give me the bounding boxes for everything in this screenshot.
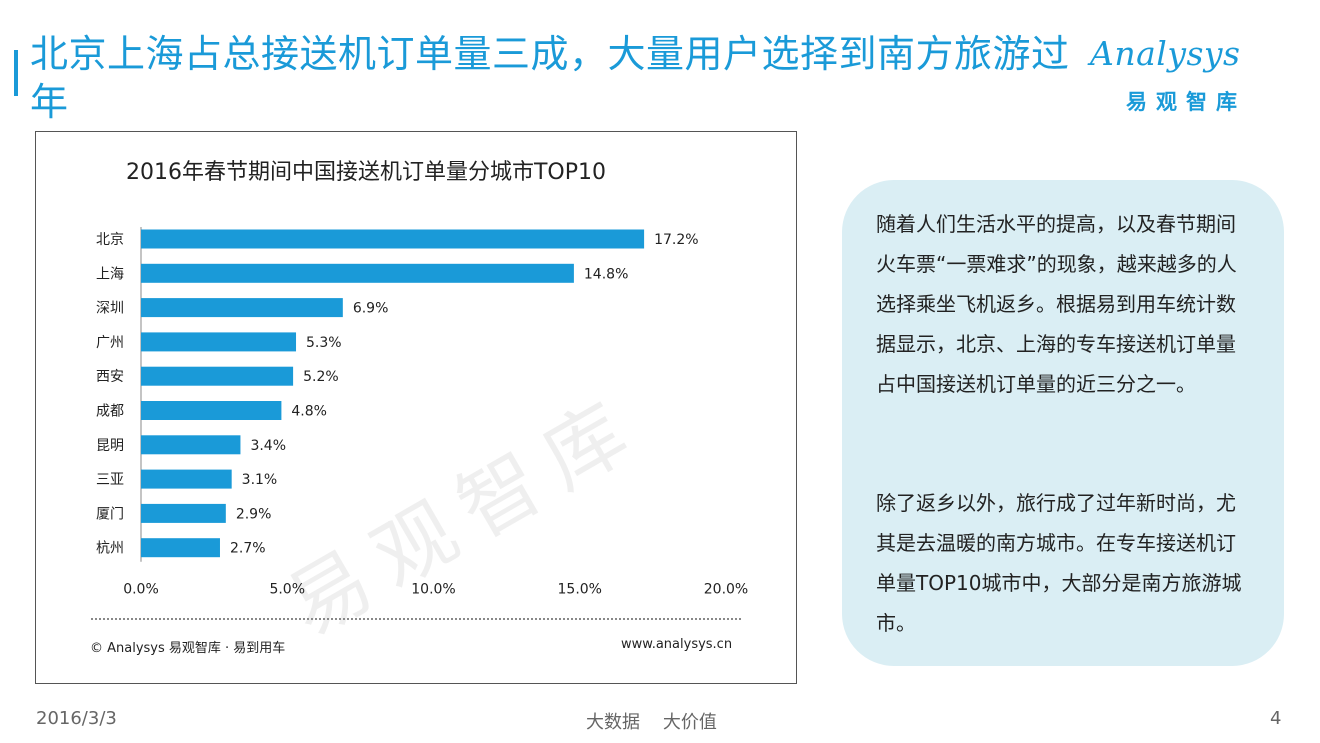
analysys-logo: Analysys 易观智库	[1090, 34, 1290, 114]
bar	[141, 435, 241, 455]
bar	[141, 229, 645, 249]
bar	[141, 263, 574, 283]
category-label: 西安	[96, 369, 124, 385]
data-label: 4.8%	[291, 404, 327, 420]
chart-source: © Analysys 易观智库 · 易到用车	[90, 641, 286, 656]
x-tick-label: 10.0%	[411, 582, 455, 598]
x-tick-label: 15.0%	[558, 582, 602, 598]
bar	[141, 298, 343, 318]
callout-paragraph-1: 随着人们生活水平的提高，以及春节期间火车票“一票难求”的现象，越来越多的人选择乘…	[876, 212, 1237, 396]
data-label: 3.4%	[250, 438, 286, 454]
data-label: 14.8%	[584, 266, 628, 282]
logo-wordmark: Analysys	[1090, 34, 1241, 73]
bar-chart: 北京 17.2% 上海 14.8% 深圳 6.9% 广州 5.3% 西安 5.2% 成都 4.8% 昆明…	[96, 227, 748, 598]
data-label: 6.9%	[353, 301, 389, 317]
bar	[141, 503, 226, 523]
bar	[141, 469, 232, 489]
category-label: 成都	[96, 404, 124, 420]
bar	[141, 366, 294, 386]
bar	[141, 401, 282, 420]
x-tick-label: 0.0%	[123, 582, 159, 598]
title-accent-bar	[14, 50, 18, 96]
data-label: 5.2%	[303, 369, 339, 385]
x-tick-label: 20.0%	[704, 582, 748, 598]
category-label: 广州	[96, 335, 124, 351]
bar	[141, 538, 220, 558]
category-label: 北京	[96, 232, 124, 248]
data-label: 2.7%	[230, 541, 266, 557]
data-label: 3.1%	[242, 472, 278, 488]
x-tick-label: 5.0%	[269, 582, 305, 598]
data-label: 5.3%	[306, 335, 342, 351]
chart-title: 2016年春节期间中国接送机订单量分城市TOP10	[125, 160, 606, 185]
bar	[141, 332, 297, 352]
footer-date: 2016/3/3	[36, 708, 117, 729]
category-label: 三亚	[96, 472, 124, 488]
category-label: 深圳	[96, 301, 124, 317]
chart-panel: 2016年春节期间中国接送机订单量分城市TOP10 易观智库 北京 17.2% 上海…	[35, 131, 797, 684]
chart-website: www.analysys.cn	[621, 637, 733, 652]
callout-paragraph-2: 除了返乡以外，旅行成了过年新时尚，尤其是去温暖的南方城市。在专车接送机订单量TO…	[876, 491, 1242, 635]
category-label: 昆明	[96, 438, 124, 454]
category-label: 上海	[96, 266, 124, 282]
page-title: 北京上海占总接送机订单量三成，大量用户选择到南方旅游过年	[30, 32, 1070, 124]
logo-chinese-name: 易观智库	[1126, 90, 1246, 114]
footer-slogan: 大数据 大价值	[586, 712, 717, 733]
category-label: 厦门	[96, 506, 124, 522]
data-label: 17.2%	[654, 232, 698, 248]
category-label: 杭州	[96, 541, 124, 557]
chart-divider	[91, 618, 741, 620]
page-number: 4	[1270, 708, 1282, 729]
callout-box: 随着人们生活水平的提高，以及春节期间火车票“一票难求”的现象，越来越多的人选择乘…	[842, 180, 1284, 666]
data-label: 2.9%	[236, 506, 272, 522]
